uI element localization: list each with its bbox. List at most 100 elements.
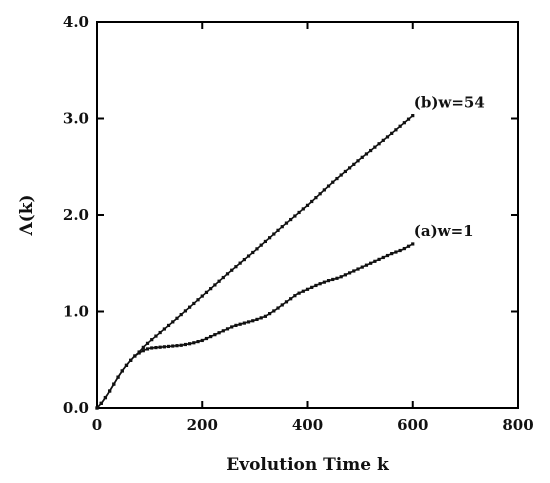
data-point [158,345,162,349]
data-point [268,312,272,316]
data-point [272,232,276,236]
data-point [188,305,192,309]
data-point [394,128,398,132]
data-point [335,276,339,280]
data-point [150,346,154,350]
data-point [204,336,209,341]
data-point [162,327,166,331]
x-tick-label: 0 [92,416,102,434]
data-point [377,142,381,146]
data-point [301,289,305,293]
data-point [166,323,171,328]
data-point [398,124,402,128]
data-point [196,298,200,302]
axes: 0 200 400 600 800 0.0 1.0 2.0 3.0 4.0 [63,13,534,434]
data-point [318,192,322,196]
data-point [179,312,183,317]
data-point [348,271,352,275]
data-point [196,340,200,344]
data-point [394,250,398,254]
data-point [217,331,221,335]
data-point [301,207,305,211]
data-point [398,248,402,253]
data-point [314,196,318,200]
data-point [406,117,411,121]
series-label: (b)w=54 [414,94,485,112]
data-point [402,246,406,251]
series-group [95,114,415,410]
data-point [263,239,267,244]
series-line [96,243,414,409]
data-point [154,345,158,350]
data-point [183,309,188,313]
labels-group: Evolution Time k Λ(k) (a)w=1 (b)w=54 [17,94,485,475]
data-point [381,138,385,142]
data-point [145,347,150,351]
data-point [318,282,322,286]
data-point [305,287,310,291]
series-label: (a)w=1 [414,222,474,240]
data-point [213,283,217,287]
data-point [230,325,234,329]
data-point [251,250,255,255]
data-point [238,261,242,265]
data-point [360,265,364,269]
data-point [343,169,347,174]
data-point [272,309,276,313]
data-point [352,162,356,166]
data-point [364,263,369,267]
data-point [360,155,364,159]
series-1 [95,114,415,410]
data-point [120,369,124,373]
data-point [377,257,381,261]
data-point [192,341,196,345]
data-point [268,236,272,240]
data-point [95,406,99,410]
data-point [192,301,196,306]
data-point [331,180,335,184]
data-point [310,199,314,204]
data-point [238,322,242,326]
data-point [381,255,385,260]
data-point [188,342,192,346]
data-point [175,316,179,320]
data-point [322,188,326,192]
data-point [284,221,289,225]
y-axis-label: Λ(k) [17,194,37,236]
data-point [310,285,314,289]
data-point [166,344,171,349]
data-point [103,395,108,400]
data-point [129,358,133,362]
data-point [259,243,263,247]
data-point [369,261,373,265]
data-point [390,252,394,256]
data-point [259,316,263,320]
data-point [255,247,259,251]
data-point [411,242,415,246]
data-point [280,225,284,229]
data-point [179,343,183,347]
data-point [390,131,394,135]
data-point [221,275,225,280]
data-point [373,259,377,263]
x-tick-label: 800 [502,416,533,434]
data-point [183,342,188,347]
data-point [284,300,289,304]
data-point [352,269,356,273]
data-point [406,244,411,248]
data-point [133,354,137,358]
data-point [411,114,415,118]
data-point [402,121,406,125]
data-point [356,267,360,271]
data-point [263,314,267,318]
data-point [373,145,377,149]
data-point [200,338,204,343]
data-point [242,257,246,262]
data-point [297,210,301,215]
data-point [255,317,259,322]
data-point [293,294,297,298]
data-point [348,166,352,170]
data-point [234,323,238,327]
data-point [356,159,360,163]
x-tick-label: 400 [292,416,323,434]
